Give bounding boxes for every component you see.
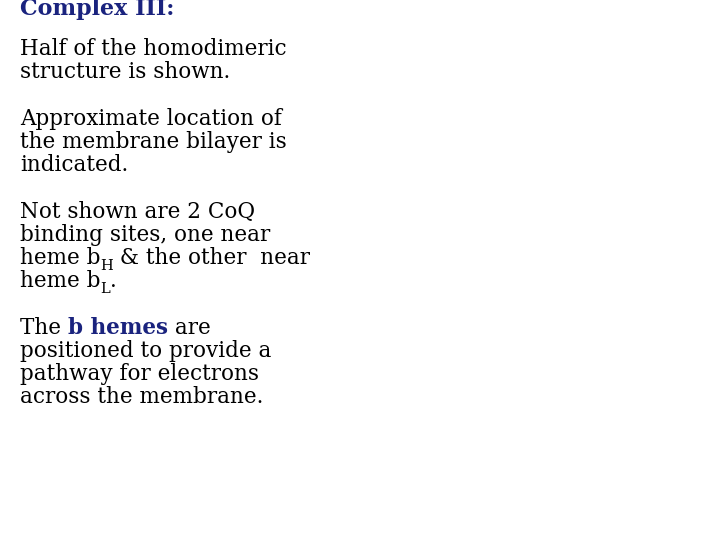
Text: The: The xyxy=(20,317,68,339)
Text: H: H xyxy=(101,259,113,273)
Text: Half of the homodimeric: Half of the homodimeric xyxy=(20,38,287,60)
Text: L: L xyxy=(101,282,110,296)
Text: across the membrane.: across the membrane. xyxy=(20,386,264,408)
Text: pathway for electrons: pathway for electrons xyxy=(20,363,259,385)
Text: heme b: heme b xyxy=(20,270,101,292)
Text: & the other  near: & the other near xyxy=(113,247,310,269)
Text: Complex III:: Complex III: xyxy=(20,0,174,20)
Text: Approximate location of: Approximate location of xyxy=(20,108,282,130)
Text: Not shown are 2 CoQ: Not shown are 2 CoQ xyxy=(20,201,255,223)
Text: .: . xyxy=(110,270,117,292)
Text: binding sites, one near: binding sites, one near xyxy=(20,224,270,246)
Text: indicated.: indicated. xyxy=(20,154,128,176)
Text: the membrane bilayer is: the membrane bilayer is xyxy=(20,131,287,153)
Text: heme b: heme b xyxy=(20,247,101,269)
Text: positioned to provide a: positioned to provide a xyxy=(20,340,271,362)
Text: b hemes: b hemes xyxy=(68,317,168,339)
Text: are: are xyxy=(168,317,211,339)
Text: structure is shown.: structure is shown. xyxy=(20,61,230,83)
